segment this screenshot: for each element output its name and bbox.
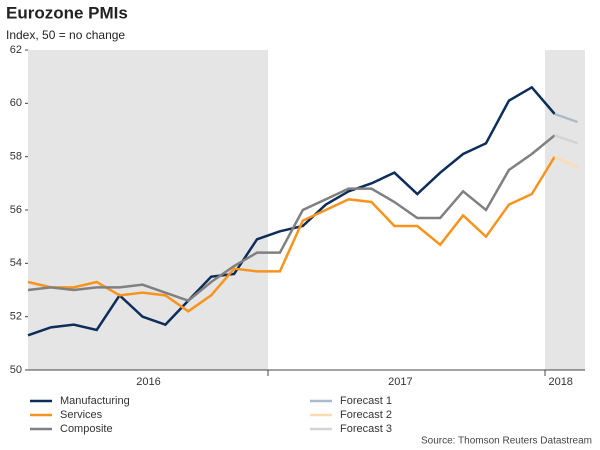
legend-label: Forecast 1 (340, 395, 392, 407)
y-tick-label: 58 (10, 151, 22, 163)
legend-label: Forecast 2 (340, 409, 392, 421)
series-line (554, 134, 579, 145)
legend-label: Manufacturing (60, 395, 130, 407)
y-tick-label: 62 (10, 44, 22, 56)
series-line (27, 85, 556, 337)
source: Source: Thomson Reuters Datastream (421, 436, 592, 447)
legend-label: Forecast 3 (340, 423, 392, 435)
series-line (554, 112, 579, 124)
legend-label: Services (60, 409, 103, 421)
x-tick-label: 2017 (388, 376, 412, 388)
series-line (27, 156, 556, 313)
shaded-2018 (545, 50, 585, 370)
x-tick-label: 2016 (136, 376, 160, 388)
legend-label: Composite (60, 423, 113, 435)
chart-subtitle: Index, 50 = no change (6, 28, 125, 42)
chart-title: Eurozone PMIs (6, 3, 128, 22)
y-tick-label: 60 (10, 97, 22, 109)
x-tick-label: 2018 (548, 376, 572, 388)
series-line (27, 134, 556, 303)
shaded-2016 (28, 50, 268, 370)
y-tick-label: 56 (10, 204, 22, 216)
y-tick-label: 54 (10, 257, 22, 269)
series-line (554, 155, 579, 169)
y-tick-label: 52 (10, 311, 22, 323)
y-tick-label: 50 (10, 364, 22, 376)
